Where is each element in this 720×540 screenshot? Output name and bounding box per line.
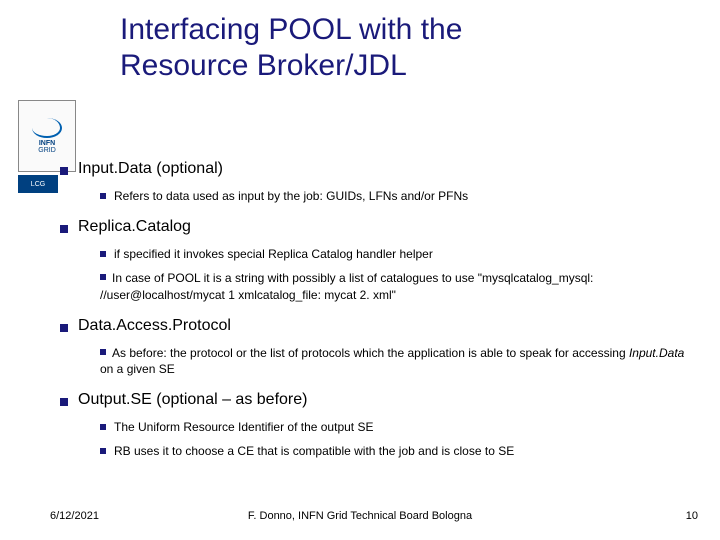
heading-outputse: Output.SE (optional – as before)	[60, 391, 700, 409]
replicacatalog-item-1-text: In case of POOL it is a string with poss…	[100, 271, 593, 301]
replicacatalog-item-1: In case of POOL it is a string with poss…	[100, 270, 700, 302]
slide-title: Interfacing POOL with the Resource Broke…	[120, 12, 462, 84]
section-dataaccessprotocol: Data.Access.Protocol As before: the prot…	[60, 317, 700, 377]
bullet-icon	[100, 271, 112, 285]
logo-text-grid: GRID	[38, 147, 56, 154]
dap-text-italic: Input.Data	[629, 346, 684, 360]
dataaccessprotocol-item-0: As before: the protocol or the list of p…	[100, 345, 700, 377]
lcg-logo: LCG	[18, 175, 58, 193]
lcg-logo-text: LCG	[31, 181, 45, 188]
outputse-item-0: The Uniform Resource Identifier of the o…	[100, 419, 700, 435]
section-inputdata: Input.Data (optional) Refers to data use…	[60, 160, 700, 204]
heading-replicacatalog: Replica.Catalog	[60, 218, 700, 236]
dap-text-before: As before: the protocol or the list of p…	[112, 346, 629, 360]
title-line-1: Interfacing POOL with the	[120, 13, 462, 46]
footer-page-number: 10	[686, 510, 698, 522]
section-outputse: Output.SE (optional – as before) The Uni…	[60, 391, 700, 459]
title-line-2: Resource Broker/JDL	[120, 49, 407, 82]
bullet-icon	[100, 346, 112, 360]
replicacatalog-item-0: if specified it invokes special Replica …	[100, 246, 700, 262]
footer-author: F. Donno, INFN Grid Technical Board Bolo…	[0, 510, 720, 522]
heading-inputdata: Input.Data (optional)	[60, 160, 700, 178]
logo-text-infn: INFN	[39, 140, 55, 147]
heading-dataaccessprotocol: Data.Access.Protocol	[60, 317, 700, 335]
outputse-item-1: RB uses it to choose a CE that is compat…	[100, 443, 700, 459]
slide-content: Input.Data (optional) Refers to data use…	[60, 160, 700, 474]
section-replicacatalog: Replica.Catalog if specified it invokes …	[60, 218, 700, 303]
dap-text-after: on a given SE	[100, 362, 175, 376]
logo-swirl-icon	[32, 118, 62, 138]
slide-footer: 6/12/2021 F. Donno, INFN Grid Technical …	[0, 510, 720, 530]
inputdata-item-0: Refers to data used as input by the job:…	[100, 188, 700, 204]
